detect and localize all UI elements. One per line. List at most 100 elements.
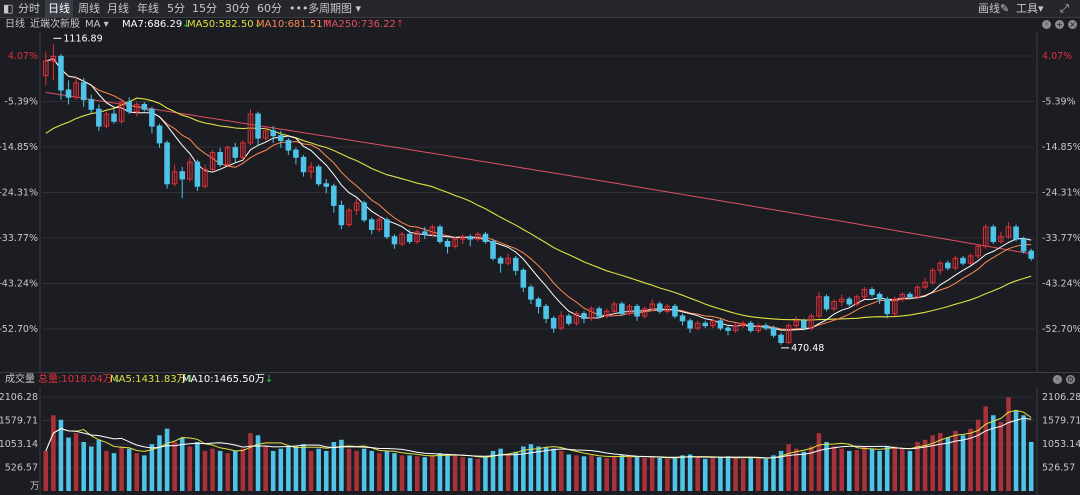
candle-down xyxy=(270,130,276,137)
volume-bar-up xyxy=(975,419,981,491)
candle-up xyxy=(732,325,739,331)
volume-chart[interactable]: 2106.28 1579.71 1053.14 526.57 万 2106.28 1579… xyxy=(0,387,1080,495)
indicator-select[interactable]: MA ▾ xyxy=(85,17,109,32)
volume-bar-down xyxy=(771,455,776,491)
tools-dropdown[interactable]: 工具▾ xyxy=(1016,0,1044,17)
volume-bar-down xyxy=(384,450,390,491)
candle-down xyxy=(149,108,155,127)
candle-up xyxy=(710,320,716,327)
price-axis-left: 4.07% -5.39% -14.85% -24.31% -33.77% -43.24% -… xyxy=(0,51,38,335)
volume-bar-up xyxy=(558,450,564,491)
volume-bar-up xyxy=(983,406,989,491)
volume-bar-up xyxy=(104,450,109,491)
candle-up xyxy=(998,236,1004,242)
candle-up xyxy=(922,281,928,288)
up-arrow-icon: ↑ xyxy=(322,19,331,30)
axis-tick-label: -43.24% xyxy=(1042,279,1080,290)
candle-up xyxy=(588,308,595,319)
tab-15min[interactable]: 15分 xyxy=(192,2,217,15)
candle-down xyxy=(823,296,830,310)
ma7-line xyxy=(45,58,1032,331)
candle-up xyxy=(429,226,436,235)
volume-bar-down xyxy=(81,442,86,491)
candle-down xyxy=(467,236,474,240)
ma250-value: MA250:736.22 xyxy=(323,19,396,30)
volume-bar-down xyxy=(521,446,526,491)
close-icon[interactable]: × xyxy=(1068,20,1077,29)
plus-icon[interactable]: + xyxy=(1055,20,1064,29)
candle-down xyxy=(876,293,883,300)
axis-tick-label: -24.31% xyxy=(1042,187,1080,198)
volume-settings-icon[interactable]: ◦ xyxy=(1053,375,1062,384)
candle-up xyxy=(1005,226,1012,238)
volume-bar-up xyxy=(733,458,738,491)
volume-bar-down xyxy=(255,435,261,491)
candle-down xyxy=(88,99,95,110)
volume-bar-up xyxy=(604,458,609,491)
more-periods-button[interactable]: ••• xyxy=(289,2,309,15)
volume-bar-up xyxy=(225,453,230,491)
axis-tick-label: -14.85% xyxy=(1042,142,1080,153)
volume-ma5-value: MA5:1431.83万 xyxy=(110,374,187,385)
volume-bar-down xyxy=(551,448,556,491)
volume-bar-up xyxy=(627,457,632,491)
volume-bar-down xyxy=(437,453,443,491)
volume-bar-down xyxy=(801,451,807,491)
settings-icon[interactable]: ◦ xyxy=(1042,20,1051,29)
price-chart[interactable]: 4.07% -5.39% -14.85% -24.31% -33.77% -43.24% -… xyxy=(0,32,1080,372)
pencil-icon: ✎ xyxy=(1000,2,1010,15)
tab-fenshi[interactable]: 分时 xyxy=(18,2,40,15)
volume-bar-down xyxy=(142,455,147,491)
tab-monthly[interactable]: 月线 xyxy=(107,2,129,15)
expand-icon[interactable]: ⤢ xyxy=(1060,2,1069,15)
volume-bar-down xyxy=(179,437,185,491)
volume-total: 总量:1018.04万↓ xyxy=(38,373,121,387)
volume-bar-down xyxy=(566,454,572,491)
volume-bar-up xyxy=(430,455,435,491)
candle-down xyxy=(907,293,913,298)
tab-daily[interactable]: 日线 xyxy=(45,0,73,17)
candle-up xyxy=(262,130,269,139)
candle-up xyxy=(240,142,246,158)
candle-down xyxy=(543,305,549,319)
layout-icon[interactable]: ◧ xyxy=(3,2,14,15)
axis-tick-label: -33.77% xyxy=(1042,233,1080,244)
volume-bar-up xyxy=(930,435,935,491)
tab-60min[interactable]: 60分 xyxy=(257,2,282,15)
candle-down xyxy=(497,257,504,264)
candle-down xyxy=(869,289,875,295)
ma7-readout: MA7:686.29↓ xyxy=(122,17,191,32)
tab-5min[interactable]: 5分 xyxy=(167,2,185,15)
volume-bar-up xyxy=(119,446,124,491)
multi-period-dropdown[interactable]: 多周期图 ▾ xyxy=(308,0,361,17)
volume-bar-up xyxy=(998,421,1004,491)
candle-down xyxy=(391,236,398,245)
volume-bar-up xyxy=(475,458,481,491)
high-marker-label: 1116.89 xyxy=(63,33,102,44)
down-arrow-icon: ↓ xyxy=(112,374,122,385)
volume-bar-down xyxy=(483,457,488,491)
volume-bar-up xyxy=(740,458,746,491)
candle-down xyxy=(520,269,527,288)
candle-down xyxy=(884,298,890,315)
ma10-readout: MA10:681.51↑ xyxy=(256,17,331,32)
volume-bar-down xyxy=(907,450,913,491)
tab-weekly[interactable]: 周线 xyxy=(78,2,100,15)
volume-bar-down xyxy=(725,456,731,491)
volume-bar-down xyxy=(286,446,291,491)
axis-tick-label: -5.39% xyxy=(1042,96,1076,107)
tab-30min[interactable]: 30分 xyxy=(225,2,250,15)
candle-down xyxy=(338,204,345,226)
volume-tick-label: 1579.71 xyxy=(0,416,38,427)
candle-up xyxy=(914,286,921,298)
tab-yearly[interactable]: 年线 xyxy=(137,2,159,15)
draw-line-button[interactable]: 画线✎ xyxy=(978,0,1009,17)
candle-down xyxy=(679,315,686,322)
axis-tick-label: -5.39% xyxy=(4,96,38,107)
volume-bar-up xyxy=(240,448,246,491)
volume-bar-down xyxy=(126,448,132,491)
price-markers: 1116.89 470.48 xyxy=(53,33,824,354)
candle-up xyxy=(831,301,837,310)
volume-bar-down xyxy=(270,450,276,491)
volume-gear-icon[interactable]: ⚙ xyxy=(1066,375,1075,384)
